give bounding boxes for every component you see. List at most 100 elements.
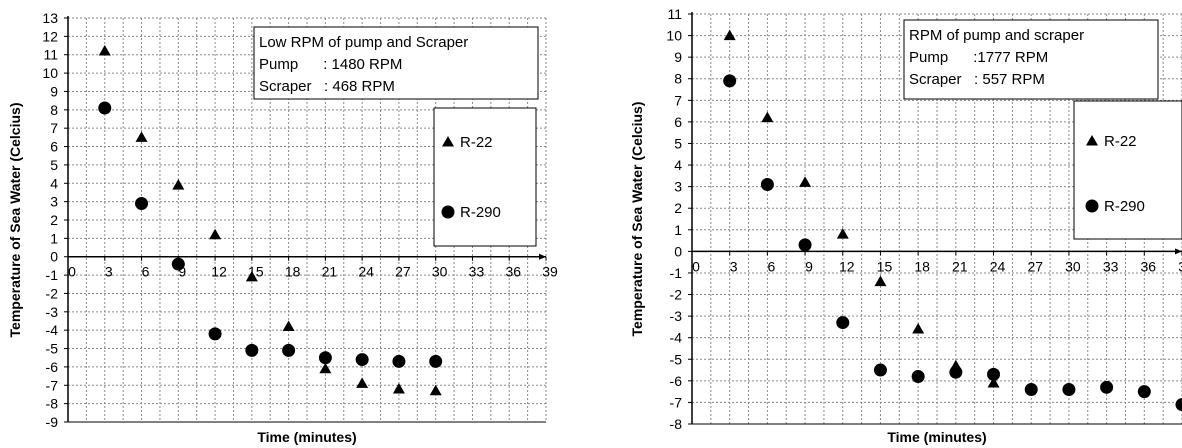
y-tick-label: 1	[674, 222, 682, 238]
y-tick-label: -2	[670, 287, 683, 303]
data-point-r-290	[1062, 382, 1076, 396]
data-point-r-22	[319, 362, 332, 374]
x-tick-label: 6	[142, 264, 150, 280]
x-tick-label: 9	[178, 264, 186, 280]
annotation-frame	[253, 26, 539, 100]
y-tick-label: 13	[42, 10, 58, 26]
x-tick-label: 24	[990, 258, 1006, 274]
y-tick-label: -5	[670, 351, 683, 367]
legend-label-r22: R-22	[1104, 133, 1137, 150]
y-tick-label: 12	[42, 28, 58, 44]
data-point-r-22	[429, 384, 442, 396]
series-r-290	[723, 74, 1182, 412]
x-tick-label: 33	[1103, 258, 1119, 274]
x-tick-label: 21	[952, 258, 968, 274]
annotation-line: Pump :1777 RPM	[909, 49, 1048, 66]
x-tick-label: 30	[432, 264, 448, 280]
x-tick-label: 39	[542, 264, 558, 280]
data-point-r-290	[873, 363, 887, 377]
x-tick-label: 3	[105, 264, 113, 280]
x-tick-label: 0	[68, 264, 76, 280]
data-point-r-22	[987, 377, 1000, 388]
y-tick-label: 0	[50, 249, 58, 265]
x-axis-arrow	[1175, 248, 1182, 255]
data-point-r-290	[723, 74, 737, 88]
annotation-frame	[903, 19, 1159, 100]
annotation-line: Pump : 1480 RPM	[259, 56, 402, 73]
legend-circle-marker	[1085, 199, 1099, 213]
x-tick-label: 15	[877, 258, 893, 274]
y-tick-label: 7	[674, 92, 682, 108]
data-point-r-22	[761, 111, 774, 123]
y-tick-label: 1	[50, 230, 58, 246]
data-point-r-290	[987, 367, 1001, 381]
y-tick-label: 3	[50, 194, 58, 210]
legend-triangle-marker	[442, 136, 454, 147]
x-tick-label: 3	[730, 258, 738, 274]
data-point-r-290	[836, 316, 850, 330]
data-point-r-22	[799, 176, 812, 187]
x-tick-label: 6	[767, 258, 775, 274]
y-tick-label: 5	[50, 157, 58, 173]
y-tick-label: 0	[674, 243, 682, 259]
y-tick-label: -1	[46, 267, 59, 283]
y-tick-label: 8	[674, 71, 682, 87]
y-tick-label: 10	[42, 65, 58, 81]
data-point-r-22	[135, 131, 148, 142]
y-tick-label: -3	[670, 308, 683, 324]
data-point-r-22	[723, 29, 736, 41]
y-tick-label: 4	[674, 157, 682, 173]
annotation-line: Scraper : 468 RPM	[259, 78, 395, 95]
data-point-r-22	[356, 377, 369, 388]
y-tick-label: 6	[50, 139, 58, 155]
y-tick-label: -8	[46, 396, 59, 412]
x-tick-label: 18	[285, 264, 301, 280]
y-tick-label: -9	[46, 414, 59, 430]
data-point-r-290	[355, 353, 369, 367]
data-point-r-290	[392, 354, 406, 368]
data-point-r-290	[429, 354, 443, 368]
data-point-r-290	[1024, 382, 1038, 396]
y-tick-label: 5	[674, 135, 682, 151]
data-point-r-22	[209, 228, 222, 240]
annotation-box: Low RPM of pump and Scraper Pump : 1480 R…	[253, 26, 539, 100]
data-point-r-290	[798, 238, 812, 252]
data-point-r-290	[245, 343, 259, 357]
y-tick-label: -8	[670, 416, 683, 432]
legend: R-22 R-290	[433, 107, 537, 247]
data-point-r-290	[208, 327, 222, 341]
annotation-box: RPM of pump and scraper Pump :1777 RPM Scr…	[903, 19, 1159, 100]
y-tick-label: 3	[674, 179, 682, 195]
data-point-r-290	[1175, 398, 1182, 412]
y-tick-label: -7	[46, 377, 59, 393]
data-point-r-22	[392, 382, 405, 394]
data-point-r-290	[135, 196, 149, 210]
data-point-r-290	[171, 257, 185, 271]
y-tick-label: -4	[670, 330, 683, 346]
data-point-r-290	[282, 343, 296, 357]
y-axis-title: Temperature of Sea Water (Celcius)	[629, 102, 645, 337]
y-axis-title: Temperature of Sea Water (Celcius)	[7, 103, 23, 338]
x-tick-label: 21	[322, 264, 338, 280]
data-point-r-290	[98, 101, 112, 115]
y-tick-label: -1	[670, 265, 683, 281]
data-point-r-22	[172, 179, 185, 190]
data-point-r-22	[282, 320, 295, 332]
data-point-r-22	[98, 45, 111, 56]
y-tick-label: -2	[46, 285, 59, 301]
x-tick-label: 0	[692, 258, 700, 274]
data-point-r-290	[760, 177, 774, 191]
x-tick-label: 18	[914, 258, 930, 274]
y-tick-label: -4	[46, 322, 59, 338]
data-point-r-22	[836, 228, 849, 239]
x-tick-label: 36	[1141, 258, 1157, 274]
y-tick-label: -5	[46, 341, 59, 357]
y-tick-label: 4	[50, 175, 58, 191]
series-r-22	[98, 45, 442, 396]
legend-frame	[1073, 100, 1182, 240]
data-point-r-290	[949, 365, 963, 379]
y-tick-label: 11	[43, 47, 58, 63]
data-point-r-22	[245, 270, 258, 282]
